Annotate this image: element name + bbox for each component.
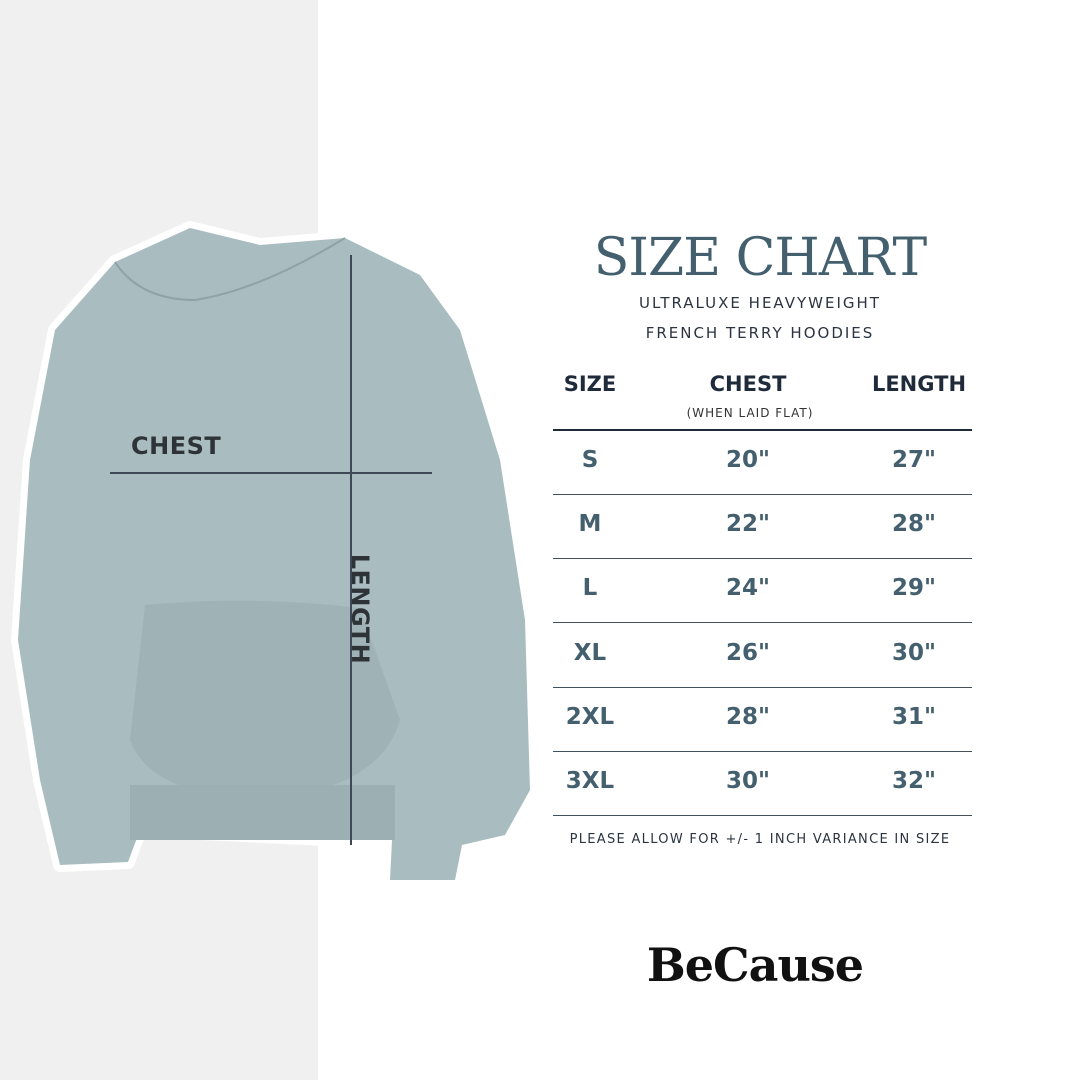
cell-length: 28" bbox=[892, 511, 936, 538]
page-title: SIZE CHART bbox=[593, 228, 927, 288]
chest-label: CHEST bbox=[131, 432, 222, 460]
cell-chest: 26" bbox=[726, 639, 770, 666]
cell-chest: 22" bbox=[726, 511, 770, 538]
cell-length: 30" bbox=[892, 639, 936, 666]
cell-size: 3XL bbox=[565, 768, 615, 794]
cell-length: 32" bbox=[892, 768, 936, 794]
column-header-length: LENGTH bbox=[871, 372, 967, 396]
column-header-size: SIZE bbox=[563, 372, 617, 396]
row-divider bbox=[553, 558, 972, 560]
brand-logo: BeCause bbox=[646, 938, 864, 992]
cell-length: 31" bbox=[892, 703, 936, 730]
row-divider bbox=[553, 686, 972, 688]
cell-length: 29" bbox=[892, 575, 936, 602]
subtitle-line-1: ULTRALUXE HEAVYWEIGHT bbox=[639, 294, 881, 312]
cell-size: XL bbox=[573, 639, 607, 666]
header-divider bbox=[553, 429, 972, 431]
cell-size: S bbox=[581, 447, 599, 473]
variance-footnote: PLEASE ALLOW FOR +/- 1 INCH VARIANCE IN … bbox=[569, 832, 951, 847]
cell-chest: 24" bbox=[726, 575, 770, 602]
cell-chest: 30" bbox=[726, 768, 770, 794]
length-label: LENGTH bbox=[346, 553, 374, 665]
cell-length: 27" bbox=[892, 447, 936, 473]
column-header-chest: CHEST bbox=[709, 372, 787, 396]
hoodie-illustration bbox=[11, 221, 537, 887]
row-divider bbox=[553, 494, 972, 495]
row-divider bbox=[553, 750, 972, 752]
cell-size: M bbox=[578, 511, 602, 538]
cell-size: L bbox=[582, 575, 598, 602]
cell-size: 2XL bbox=[565, 703, 615, 730]
cell-chest: 28" bbox=[726, 703, 770, 730]
cell-chest: 20" bbox=[726, 447, 770, 473]
subtitle-line-2: FRENCH TERRY HOODIES bbox=[645, 324, 875, 342]
row-divider bbox=[553, 622, 972, 624]
row-divider bbox=[553, 815, 972, 816]
chest-note: (WHEN LAID FLAT) bbox=[686, 406, 814, 420]
